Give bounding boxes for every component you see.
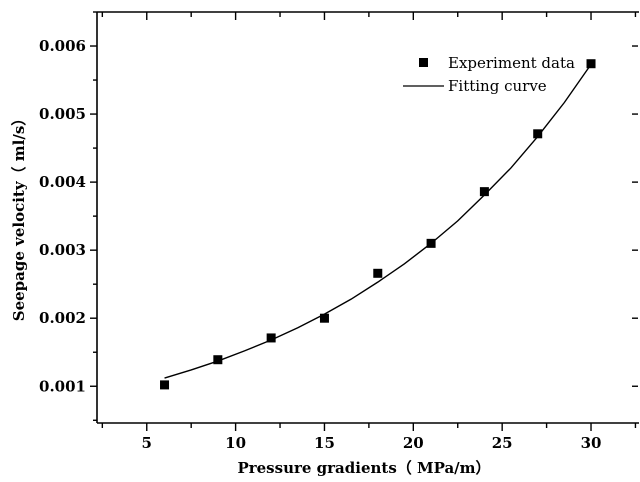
y-tick-label: 0.001	[39, 377, 86, 395]
y-tick-label: 0.004	[39, 173, 86, 191]
x-axis: 5 10 15 20 25 30	[101, 12, 637, 452]
experiment-data-series	[160, 59, 596, 390]
y-tick-label: 0.002	[39, 309, 86, 327]
x-tick-label: 15	[314, 434, 335, 452]
fitting-curve-line	[164, 63, 592, 379]
y-axis-label: Seepage velocity（ ml/s）	[10, 111, 28, 322]
data-point	[319, 313, 329, 323]
data-point	[213, 355, 223, 365]
fitting-curve-series	[164, 63, 592, 379]
y-tick-label: 0.006	[39, 37, 86, 55]
legend-marker-experiment-data	[419, 58, 428, 67]
legend: Experiment data Fitting curve	[403, 54, 575, 95]
legend-label-experiment-data: Experiment data	[448, 54, 575, 72]
legend-label-fitting-curve: Fitting curve	[448, 77, 547, 95]
x-axis-label: Pressure gradients（ MPa/m）	[237, 459, 490, 477]
data-point	[533, 129, 543, 139]
data-point	[426, 238, 436, 248]
x-tick-label: 25	[492, 434, 513, 452]
y-tick-label: 0.005	[39, 105, 86, 123]
data-point	[586, 59, 596, 69]
data-point	[373, 268, 383, 278]
x-tick-label: 20	[403, 434, 424, 452]
x-tick-label: 30	[581, 434, 602, 452]
y-axis: 0.001 0.002 0.003 0.004 0.005 0.006	[39, 11, 638, 421]
x-tick-label: 5	[142, 434, 152, 452]
data-point	[266, 333, 276, 343]
plot-frame	[96, 11, 639, 424]
x-tick-label: 10	[225, 434, 246, 452]
data-point	[160, 380, 170, 390]
data-point	[479, 187, 489, 197]
y-tick-label: 0.003	[39, 241, 86, 259]
